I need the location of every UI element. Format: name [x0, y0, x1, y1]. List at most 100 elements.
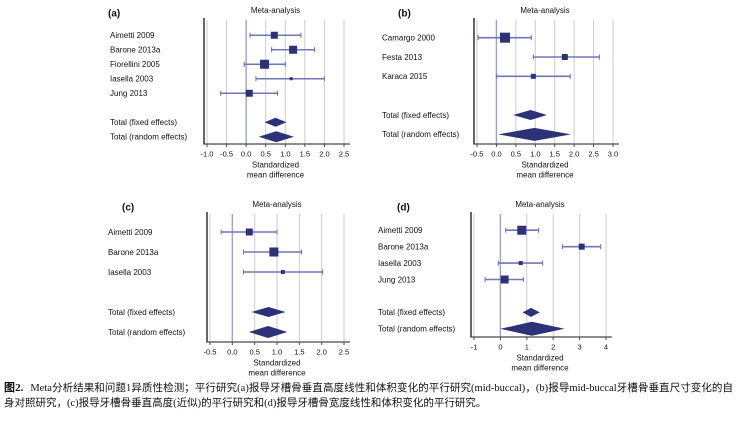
plot-title: Meta-analysis: [252, 200, 301, 209]
x-tick-label: 0.5: [260, 150, 270, 159]
total-label: Total (random effects): [108, 328, 186, 337]
total-label: Total (random effects): [378, 325, 456, 334]
x-tick-label: 2: [551, 343, 555, 352]
effect-marker: [578, 243, 585, 250]
x-tick-label: 3.0: [608, 150, 618, 159]
effect-marker: [518, 261, 523, 266]
panel-letter: (a): [108, 9, 120, 20]
forest-panel-d: -1 0 1 2 3 4 Meta-analysis (d) Aimetti 2009 Baron…: [378, 196, 704, 392]
x-tick-label: 2.0: [569, 150, 579, 159]
forest-panel-a: -1.0 -0.5 0.0 0.5 1.0 1.5 2.0 2.5 Meta-analysis (…: [98, 2, 360, 194]
total-label: Total (fixed effects): [378, 308, 445, 317]
x-tick-label: 2.5: [588, 150, 598, 159]
study-label: Aimetti 2009: [108, 228, 153, 237]
x-tick-label: 2.5: [339, 150, 349, 159]
x-axis-label: mean difference: [516, 171, 574, 180]
x-tick-label: 1.5: [294, 348, 304, 357]
study-label: Festa 2013: [382, 53, 423, 62]
total-label: Total (fixed effects): [108, 308, 175, 317]
study-label: Iasella 2003: [110, 75, 154, 84]
x-tick-label: 1.5: [300, 150, 310, 159]
x-axis-label: Standardized: [516, 354, 563, 363]
x-tick-label: -0.5: [471, 150, 484, 159]
x-tick-label: 2.5: [339, 348, 349, 357]
study-label: Jung 2013: [110, 89, 148, 98]
total-label: Total (random effects): [382, 130, 460, 139]
x-tick-label: 1.5: [549, 150, 559, 159]
x-tick-label: 0.5: [249, 348, 259, 357]
forest-panel-c: -0.5 0.0 0.5 1.0 1.5 2.0 2.5 Meta-analysis (c) Ai…: [98, 196, 370, 392]
study-label: Iasella 2003: [108, 268, 152, 277]
panel-letter: (b): [398, 9, 411, 20]
effect-marker: [245, 89, 253, 97]
effect-marker: [269, 247, 279, 257]
total-diamond: [498, 127, 572, 141]
study-label: Iasella 2003: [378, 259, 422, 268]
x-tick-label: 0.0: [241, 150, 251, 159]
figure-caption-label: 图2.: [4, 382, 24, 394]
figure-caption: 图2. Meta分析结果和问题1异质性检测；平行研究(a)报导牙槽骨垂直高度线性和…: [4, 381, 733, 411]
effect-marker: [530, 73, 536, 79]
x-axis-label: Standardized: [253, 359, 300, 368]
effect-marker: [280, 270, 285, 274]
effect-marker: [289, 45, 298, 54]
study-label: Fiorellini 2005: [110, 60, 160, 69]
x-tick-label: 0.5: [511, 150, 521, 159]
effect-marker: [561, 54, 568, 60]
total-label: Total (fixed effects): [110, 118, 177, 127]
x-tick-label: 2.0: [316, 348, 326, 357]
total-label: Total (fixed effects): [382, 111, 449, 120]
x-tick-label: -1.0: [201, 150, 214, 159]
effect-marker: [500, 275, 509, 284]
x-tick-label: 2.0: [319, 150, 329, 159]
effect-marker: [270, 31, 278, 39]
total-diamond: [258, 131, 294, 143]
x-tick-label: -0.5: [204, 348, 217, 357]
total-diamond: [251, 307, 286, 317]
x-axis-label: mean difference: [248, 369, 306, 378]
figure-caption-text: Meta分析结果和问题1异质性检测；平行研究(a)报导牙槽骨垂直高度线性和体积变…: [4, 383, 734, 409]
study-label: Karaca 2015: [382, 72, 428, 81]
effect-marker: [289, 77, 293, 81]
study-label: Jung 2013: [378, 275, 416, 284]
x-tick-label: 1.0: [272, 348, 282, 357]
panel-letter: (c): [122, 203, 134, 214]
x-tick-label: -0.5: [220, 150, 233, 159]
study-label: Camargo 2000: [382, 33, 435, 42]
x-tick-label: 0.0: [491, 150, 501, 159]
x-tick-label: 1.0: [280, 150, 290, 159]
study-label: Barone 2013a: [108, 248, 159, 257]
x-axis-label: mean difference: [247, 171, 305, 180]
panel-letter: (d): [397, 203, 410, 214]
study-label: Barone 2013a: [378, 242, 429, 251]
total-diamond: [522, 307, 540, 317]
plot-title: Meta-analysis: [251, 6, 300, 15]
x-tick-label: -1: [471, 343, 478, 352]
forest-plot-svg: -1.0 -0.5 0.0 0.5 1.0 1.5 2.0 2.5 Meta-analysis (…: [108, 6, 350, 180]
effect-marker: [517, 225, 527, 235]
total-diamond: [500, 321, 565, 336]
total-diamond: [513, 110, 547, 120]
forest-plot-svg: -1 0 1 2 3 4 Meta-analysis (d) Aimetti 2009 Baron…: [378, 200, 612, 373]
x-tick-label: 4: [604, 343, 608, 352]
effect-marker: [260, 59, 270, 69]
forest-plot-svg: -0.5 0.0 0.5 1.0 1.5 2.0 2.5 Meta-analysis (c) Ai…: [108, 200, 350, 378]
x-tick-label: 0.0: [227, 348, 237, 357]
study-label: Aimetti 2009: [110, 31, 155, 40]
x-tick-label: 0: [498, 343, 502, 352]
total-label: Total (random effects): [110, 133, 188, 142]
plot-title: Meta-analysis: [515, 200, 564, 209]
effect-marker: [499, 32, 510, 43]
plot-title: Meta-analysis: [520, 6, 569, 15]
forest-plot-svg: -0.5 0.0 0.5 1.0 1.5 2.0 2.5 3.0 Meta-analysis (b…: [382, 6, 619, 180]
total-diamond: [264, 117, 287, 127]
x-axis-label: mean difference: [511, 364, 569, 373]
x-tick-label: 3: [578, 343, 582, 352]
x-axis-label: Standardized: [252, 161, 299, 170]
x-tick-label: 1: [525, 343, 529, 352]
x-tick-label: 1.0: [530, 150, 540, 159]
forest-panel-b: -0.5 0.0 0.5 1.0 1.5 2.0 2.5 3.0 Meta-analysis (b…: [378, 2, 704, 194]
x-axis-label: Standardized: [521, 161, 568, 170]
study-label: Aimetti 2009: [378, 226, 423, 235]
